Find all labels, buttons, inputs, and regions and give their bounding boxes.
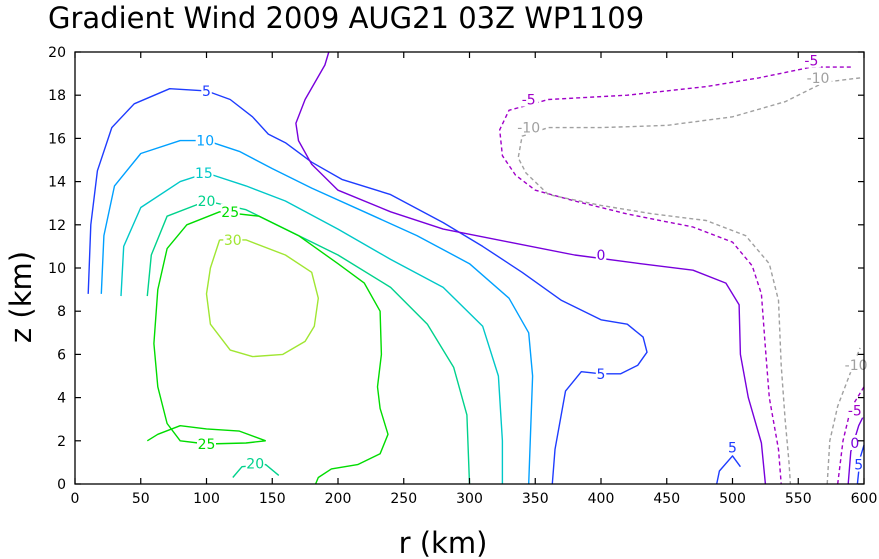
y-tick-label: 2 bbox=[57, 434, 66, 450]
contour-label: 0 bbox=[597, 248, 606, 264]
contour-line-level-neg5 bbox=[499, 66, 851, 485]
x-tick-label: 600 bbox=[851, 491, 878, 507]
contour-label-bg bbox=[194, 165, 214, 180]
contour-label-bg bbox=[201, 82, 212, 98]
contour-label-bg bbox=[595, 365, 607, 381]
y-tick-label: 0 bbox=[57, 477, 66, 493]
contour-line-level-0 bbox=[295, 51, 767, 485]
contour-label-bg bbox=[595, 247, 607, 262]
y-tick-label: 8 bbox=[57, 304, 66, 320]
x-tick-label: 100 bbox=[193, 491, 220, 507]
contour-label-bg bbox=[849, 435, 860, 450]
y-tick-label: 16 bbox=[48, 131, 66, 147]
contour-label: -10 bbox=[845, 358, 868, 374]
y-tick-label: 20 bbox=[48, 45, 66, 61]
contour-label-bg bbox=[223, 231, 243, 247]
contour-label-bg bbox=[727, 439, 738, 455]
contour-line-level-30 bbox=[205, 239, 319, 358]
contour-label-bg bbox=[220, 203, 240, 219]
contour-line-level-15 bbox=[120, 172, 504, 484]
x-tick-label: 150 bbox=[259, 491, 286, 507]
contour-label: 5 bbox=[597, 367, 606, 383]
contour-line-level-5 bbox=[716, 455, 741, 485]
contour-label: 25 bbox=[221, 205, 239, 221]
contour-label-bg bbox=[804, 69, 832, 85]
y-tick-label: 10 bbox=[48, 261, 66, 277]
contour-label: -10 bbox=[807, 71, 830, 87]
y-axis-label: z (km) bbox=[4, 251, 38, 343]
contour-label: 5 bbox=[854, 458, 863, 474]
contour-line-level-10 bbox=[100, 139, 534, 485]
contour-label-bg bbox=[853, 456, 864, 472]
chart-title: Gradient Wind 2009 AUG21 03Z WP1109 bbox=[48, 1, 644, 35]
contour-label: 0 bbox=[850, 436, 859, 452]
y-tick-label: 6 bbox=[57, 347, 66, 363]
x-tick-label: 400 bbox=[588, 491, 615, 507]
x-tick-label: 200 bbox=[325, 491, 352, 507]
contour-label: 20 bbox=[198, 194, 216, 210]
y-tick-label: 18 bbox=[48, 88, 66, 104]
contour-layer bbox=[87, 51, 865, 485]
contour-label-bg bbox=[197, 436, 216, 451]
contour-label-bg bbox=[195, 132, 215, 148]
contour-line-level-neg5 bbox=[837, 386, 865, 485]
contour-label-bg bbox=[801, 52, 821, 68]
contour-label-bg bbox=[845, 402, 865, 418]
contour-label-bg bbox=[519, 91, 539, 107]
contour-label-bg bbox=[842, 357, 870, 373]
contour-label: 5 bbox=[728, 440, 737, 456]
x-tick-label: 500 bbox=[719, 491, 746, 507]
axis-ticks: 0 50 100 150 200 250 300 350 400 450 500 550 6000246… bbox=[48, 45, 877, 507]
contour-label: 25 bbox=[198, 437, 216, 453]
contour-line-level-25 bbox=[146, 425, 266, 442]
contour-line-level-25 bbox=[153, 211, 389, 485]
plot-frame bbox=[74, 51, 865, 485]
contour-label: -5 bbox=[522, 93, 536, 109]
contour-label: 10 bbox=[196, 134, 214, 150]
contour-line-level-5 bbox=[87, 87, 648, 485]
contour-label: -5 bbox=[848, 404, 862, 420]
x-tick-label: 450 bbox=[653, 491, 680, 507]
contour-label: -5 bbox=[804, 54, 818, 70]
y-tick-label: 12 bbox=[48, 218, 66, 234]
y-tick-label: 14 bbox=[48, 175, 66, 191]
contour-label: 30 bbox=[224, 233, 242, 249]
x-tick-label: 350 bbox=[522, 491, 549, 507]
x-tick-label: 250 bbox=[390, 491, 417, 507]
contour-line-level-neg10 bbox=[517, 77, 861, 485]
x-axis-label: r (km) bbox=[399, 526, 488, 559]
contour-line-level-neg10 bbox=[826, 347, 861, 485]
contour-label-bg bbox=[514, 119, 543, 135]
contour-label: 15 bbox=[195, 166, 213, 182]
x-tick-label: 300 bbox=[456, 491, 483, 507]
y-tick-label: 4 bbox=[57, 391, 66, 407]
contour-label-bg bbox=[245, 455, 265, 471]
contour-label: -10 bbox=[517, 121, 540, 137]
x-tick-label: 550 bbox=[785, 491, 812, 507]
contour-label: 5 bbox=[202, 84, 211, 100]
contour-line-level-20 bbox=[146, 200, 471, 485]
x-tick-label: 0 bbox=[71, 491, 80, 507]
x-tick-label: 50 bbox=[132, 491, 150, 507]
contour-label-bg bbox=[197, 193, 216, 208]
contour-label: 20 bbox=[246, 457, 264, 473]
